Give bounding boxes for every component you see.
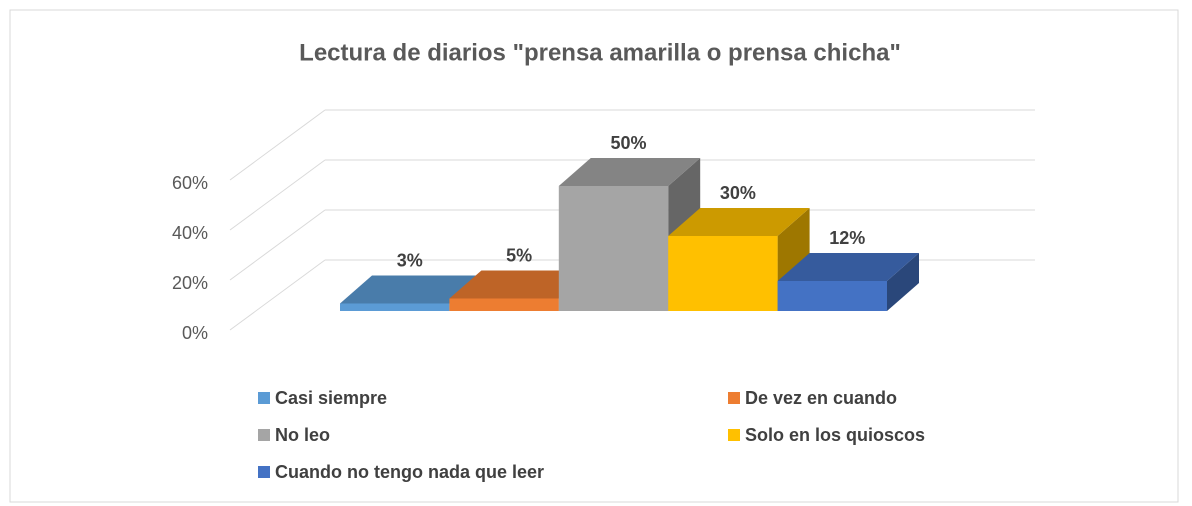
grid-line [229, 159, 326, 231]
data-label: 50% [610, 133, 646, 153]
data-label: 12% [829, 228, 865, 248]
y-tick-label: 0% [182, 323, 208, 343]
legend-swatch [258, 466, 270, 478]
bar-top [340, 275, 482, 304]
legend-label: Cuando no tengo nada que leer [275, 462, 544, 482]
legend-label: Casi siempre [275, 388, 387, 408]
bar-top [668, 208, 810, 236]
legend-swatch [728, 429, 740, 441]
bar-top [777, 253, 919, 281]
data-label: 3% [397, 250, 423, 270]
bar-top [558, 158, 701, 186]
bar-top [449, 270, 591, 299]
legend-swatch [258, 429, 270, 441]
legend-label: Solo en los quioscos [745, 425, 925, 445]
y-tick-label: 20% [172, 273, 208, 293]
bar [777, 281, 887, 311]
legend-swatch [728, 392, 740, 404]
bar [340, 303, 450, 311]
legend-swatch [258, 392, 270, 404]
legend-label: De vez en cuando [745, 388, 897, 408]
grid-line [229, 259, 326, 331]
grid-line [229, 109, 326, 181]
y-tick-label: 60% [172, 173, 208, 193]
chart-title: Lectura de diarios "prensa amarilla o pr… [299, 39, 901, 66]
bar [668, 236, 778, 311]
y-tick-label: 40% [172, 223, 208, 243]
bar-side [887, 253, 919, 311]
legend-label: No leo [275, 425, 330, 445]
grid-line [229, 209, 326, 281]
bar [558, 186, 669, 311]
data-label: 30% [720, 183, 756, 203]
data-label: 5% [506, 245, 532, 265]
bar [449, 298, 559, 311]
